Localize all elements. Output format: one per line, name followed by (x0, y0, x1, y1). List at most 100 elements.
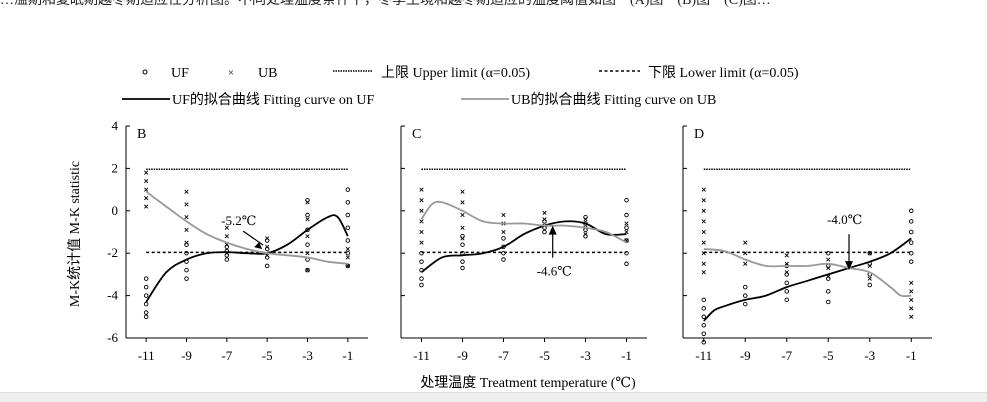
legend-lower-label: 下限 Lower limit (α=0.05) (648, 65, 799, 81)
ub-point (184, 215, 189, 220)
ub-point (701, 198, 706, 203)
uf-point (784, 289, 790, 294)
x-tick-label: -1 (342, 348, 353, 363)
uf-point (743, 301, 748, 307)
ub-point (784, 270, 789, 275)
ub-point (184, 189, 189, 194)
uf-point (826, 299, 831, 305)
uf-point (143, 301, 149, 307)
annotation-arrow-head (548, 225, 557, 235)
legend-ub-curve-label: UB的拟合曲线 Fitting curve on UB (511, 92, 716, 108)
uf-point (419, 276, 424, 281)
panel-B: 4 2 0 -2 -4 -6 -11 -9 -7 -5 -3 -1 B -5.2℃ (107, 118, 368, 363)
panels: 420-2-4-6-11 -9 -7 -5 -3 -1B-5.2℃-11 -9 -7 -5 -3-… (107, 118, 932, 363)
y-tick-label: -2 (107, 245, 118, 260)
ub-point (224, 225, 229, 230)
ub-point (909, 289, 914, 294)
ub-point (184, 227, 189, 232)
mk-chart: UF × UB 上限 Upper limit (α=0.05) 下限 Lower… (67, 65, 932, 391)
uf-point (701, 323, 707, 328)
uf-point (305, 267, 310, 273)
ub-point (305, 251, 310, 256)
annotation-arrow-head (254, 242, 263, 250)
uf-point (909, 259, 914, 264)
ub-point (867, 251, 872, 256)
uf-point (624, 250, 629, 256)
ub-point (184, 240, 189, 245)
legend-uf-curve-label: UF的拟合曲线 Fitting curve on UF (172, 92, 374, 108)
uf-point (143, 314, 149, 320)
ub-point (460, 225, 465, 230)
ub-point (144, 204, 149, 209)
ub-point (265, 236, 270, 241)
uf-point (701, 339, 707, 345)
uf-point (264, 263, 270, 269)
uf-point (184, 276, 189, 281)
uf-point (867, 282, 873, 288)
uf-point (224, 257, 230, 262)
uf-point (743, 284, 748, 290)
ub-point (305, 217, 310, 222)
legend-ub-marker: × (228, 67, 234, 79)
ub-point (144, 170, 149, 175)
ub-point (419, 187, 424, 192)
uf-point (419, 282, 424, 288)
ub-point (305, 268, 310, 273)
uf-point (501, 257, 506, 262)
annotation-label: -4.0℃ (827, 212, 862, 227)
ub-point (867, 263, 872, 269)
y-tick-label: -4 (107, 288, 118, 303)
x-tick-label: -1 (621, 348, 632, 363)
ub-point (460, 200, 465, 205)
annotation-label: -5.2℃ (221, 213, 256, 228)
uf-point (624, 212, 629, 218)
ub-point (542, 217, 547, 222)
uf-point (701, 314, 707, 320)
x-tick-label: -9 (457, 348, 468, 363)
ub-point (909, 297, 914, 302)
ub-point (419, 219, 424, 224)
uf-point (743, 293, 748, 298)
ub-point (743, 251, 748, 256)
uf-point (460, 265, 465, 271)
ub-point (701, 251, 706, 256)
y-axis-title: M-K统计值 M-K statistic (67, 161, 83, 307)
ub-point (542, 210, 547, 216)
uf-point (784, 280, 790, 286)
uf-point (143, 293, 149, 298)
x-tick-label: -11 (138, 348, 155, 363)
x-tick-label: -3 (302, 348, 313, 363)
uf-point (909, 250, 914, 256)
uf-point (624, 261, 629, 267)
y-tick-label: 2 (112, 160, 119, 175)
ub-point (624, 229, 629, 235)
annotation-arrow-head (845, 261, 853, 271)
uf-point (345, 225, 351, 231)
ub-point (419, 229, 424, 235)
uf-point (143, 276, 149, 281)
ub-point (624, 221, 629, 226)
clipped-header-text: …溢期和夏眠期越冬期适应性分析图。不同处理温度条件下，冬季生境和越冬期适应的温度… (0, 0, 771, 8)
panel-C: -11 -9 -7 -5 -3 -1 C -4.6℃ (400, 125, 647, 363)
x-tick-label: -5 (539, 348, 550, 363)
uf-point (305, 227, 310, 233)
uf-point (909, 229, 914, 235)
ub-point (305, 200, 310, 205)
uf-point (345, 238, 351, 243)
bottom-strip (0, 392, 987, 402)
ub-point (501, 212, 506, 218)
annotation-arrow-shaft (242, 230, 264, 246)
x-tick-label: -9 (181, 348, 192, 363)
uf-point (909, 240, 914, 245)
y-tick-label: 4 (112, 118, 119, 133)
ub-point (784, 261, 789, 266)
legend-ub-label: UB (258, 66, 277, 81)
uf-point (184, 267, 189, 273)
uf-point (143, 284, 149, 290)
uf-point (345, 212, 351, 218)
uf-point (701, 331, 707, 337)
ub-point (701, 261, 706, 266)
ub-point (784, 253, 789, 258)
uf-point (460, 259, 465, 264)
ub-point (419, 240, 424, 245)
